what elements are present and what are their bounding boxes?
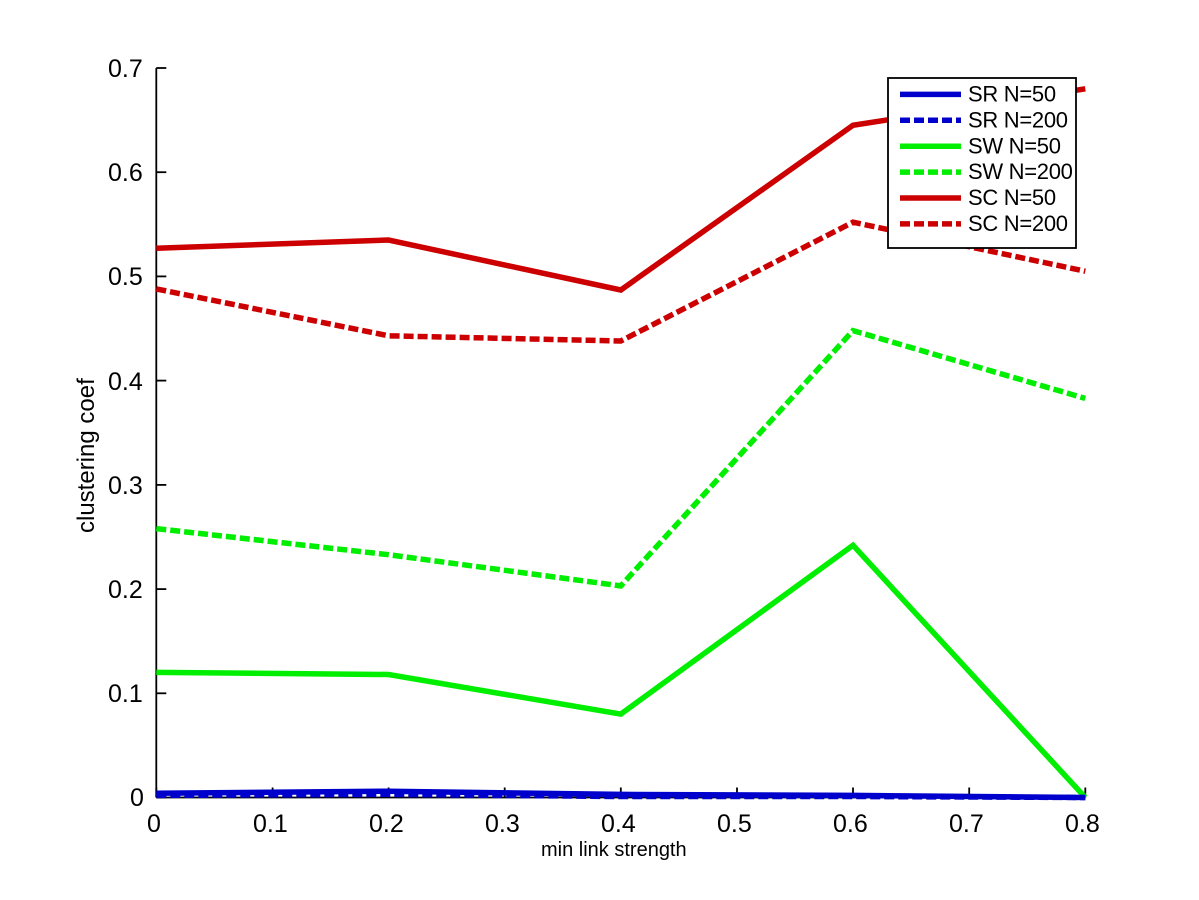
svg-text:SR N=200: SR N=200 bbox=[968, 107, 1068, 132]
svg-text:SC N=50: SC N=50 bbox=[968, 185, 1056, 210]
svg-text:SW N=200: SW N=200 bbox=[968, 159, 1073, 184]
svg-text:SC N=200: SC N=200 bbox=[968, 211, 1068, 236]
svg-text:SR N=50: SR N=50 bbox=[968, 82, 1056, 107]
svg-text:SW N=50: SW N=50 bbox=[968, 133, 1061, 158]
